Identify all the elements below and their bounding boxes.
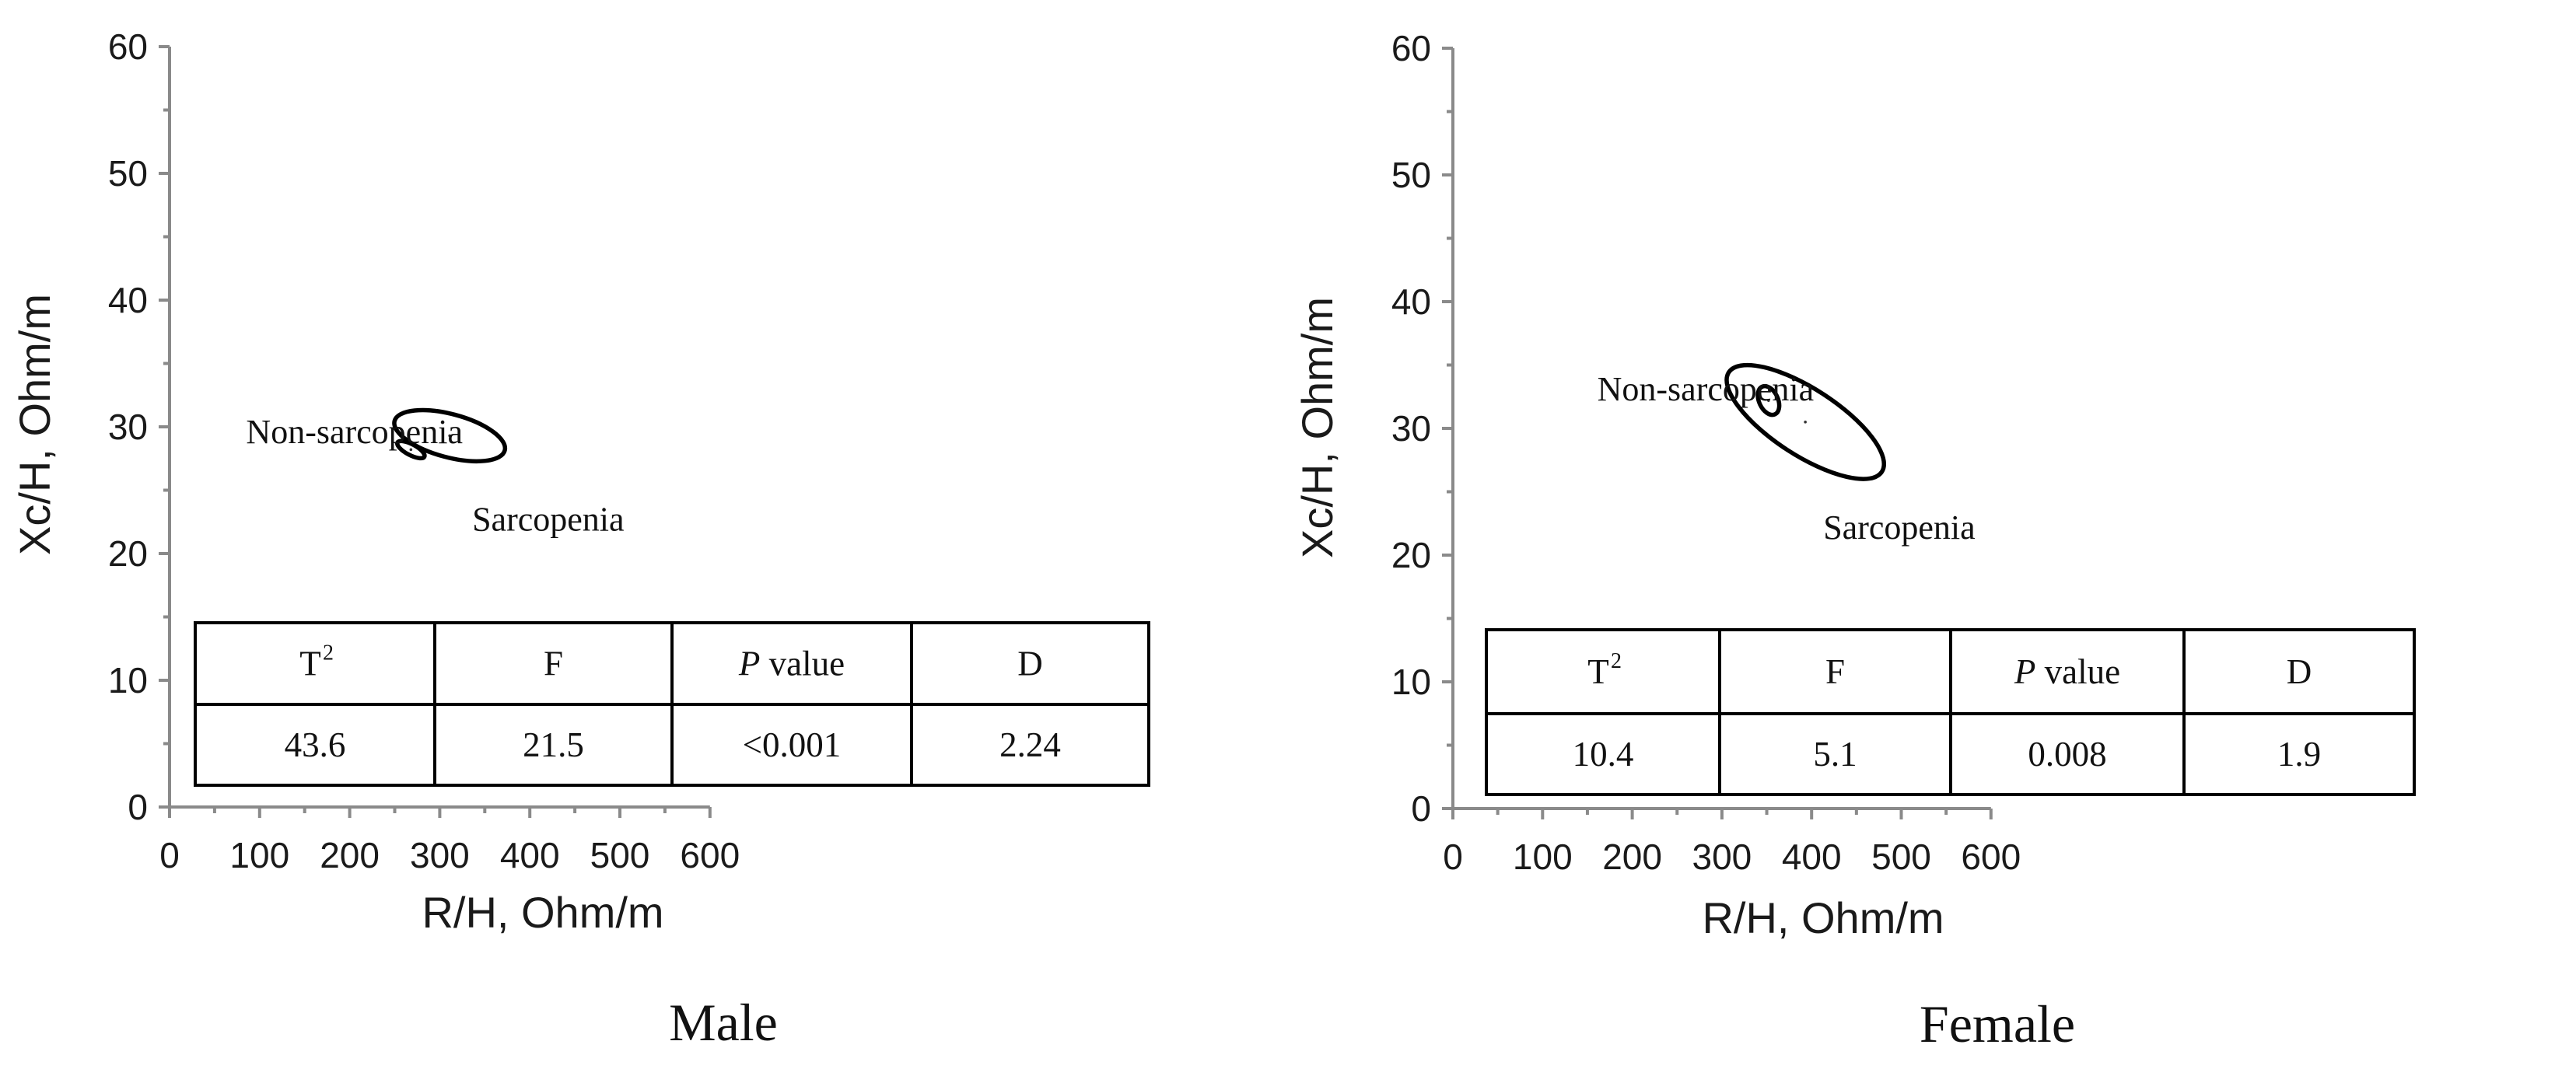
x-tick-label: 300 — [410, 835, 470, 875]
y-tick-label: 20 — [108, 533, 148, 574]
x-tick-label: 100 — [1513, 837, 1573, 877]
group-label-non-sarcopenia: Non-sarcopenia — [246, 413, 463, 451]
stats-value-0: 43.6 — [285, 725, 346, 764]
x-tick-label: 500 — [590, 835, 650, 875]
stats-header-f: F — [1825, 652, 1845, 691]
stats-value-3: 2.24 — [999, 725, 1061, 764]
x-axis-title: R/H, Ohm/m — [1702, 893, 1944, 942]
panel-title: Male — [669, 993, 778, 1052]
y-tick-label: 20 — [1391, 535, 1431, 575]
y-tick-label: 40 — [1391, 281, 1431, 322]
y-axis-title: Xc/H, Ohm/m — [10, 294, 59, 555]
y-tick-label: 50 — [1391, 155, 1431, 195]
x-tick-label: 400 — [500, 835, 560, 875]
stats-table: T 2 43.6 F 21.5 P value <0.001 D 2.24 — [194, 621, 1150, 787]
y-tick-label: 60 — [108, 26, 148, 67]
x-tick-label: 600 — [1961, 837, 2021, 877]
group-label-non-sarcopenia: Non-sarcopenia — [1598, 370, 1815, 408]
x-tick-label: 200 — [320, 835, 380, 875]
stats-header-t2-superscript: 2 — [323, 641, 334, 666]
x-axis-title: R/H, Ohm/m — [422, 888, 663, 937]
y-axis-title: Xc/H, Ohm/m — [1293, 297, 1342, 558]
group-label-sarcopenia: Sarcopenia — [1823, 508, 1975, 547]
x-tick-label: 300 — [1692, 837, 1752, 877]
stats-table: T 2 10.4 F 5.1 P value 0.008 D 1.9 — [1485, 628, 2416, 796]
x-tick-label: 500 — [1871, 837, 1931, 877]
y-tick-label: 10 — [1391, 662, 1431, 702]
ellipse-sarcopenia — [1724, 362, 1887, 481]
stats-header-p-value: P value — [2014, 652, 2120, 691]
stats-value-1: 5.1 — [1813, 735, 1857, 774]
y-tick-label: 0 — [128, 787, 148, 827]
x-tick-label: 100 — [229, 835, 289, 875]
ellipse-sarcopenia — [392, 407, 508, 464]
stats-header-t2: T — [299, 645, 321, 683]
stats-header-p-value: P value — [738, 645, 845, 683]
y-tick-label: 10 — [108, 660, 148, 700]
ellipse-center-sarcopenia — [448, 434, 451, 438]
y-tick-label: 0 — [1411, 788, 1431, 829]
y-tick-label: 30 — [108, 407, 148, 447]
x-tick-label: 0 — [1443, 837, 1463, 877]
ellipse-non-sarcopenia — [1755, 383, 1782, 417]
ellipse-center-non-sarcopenia — [409, 448, 413, 452]
stats-value-1: 21.5 — [523, 725, 584, 764]
ellipse-center-sarcopenia — [1804, 421, 1807, 424]
stats-value-0: 10.4 — [1573, 735, 1634, 774]
stats-header-t2: T — [1587, 652, 1609, 691]
x-tick-label: 400 — [1782, 837, 1842, 877]
stats-value-3: 1.9 — [2277, 735, 2321, 774]
stats-header-d: D — [1017, 645, 1043, 683]
y-tick-label: 60 — [1391, 28, 1431, 68]
y-tick-label: 50 — [108, 153, 148, 194]
y-tick-label: 30 — [1391, 408, 1431, 449]
y-tick-label: 40 — [108, 280, 148, 320]
stats-value-2: <0.001 — [743, 725, 842, 764]
x-tick-label: 200 — [1602, 837, 1662, 877]
stats-value-2: 0.008 — [2028, 735, 2106, 774]
panel-title: Female — [1920, 994, 2075, 1053]
group-label-sarcopenia: Sarcopenia — [472, 501, 624, 539]
x-tick-label: 0 — [159, 835, 180, 875]
stats-header-t2-superscript: 2 — [1611, 649, 1622, 673]
ellipse-center-non-sarcopenia — [1767, 399, 1770, 402]
stats-header-f: F — [544, 645, 563, 683]
x-tick-label: 600 — [680, 835, 740, 875]
stats-header-d: D — [2287, 652, 2312, 691]
